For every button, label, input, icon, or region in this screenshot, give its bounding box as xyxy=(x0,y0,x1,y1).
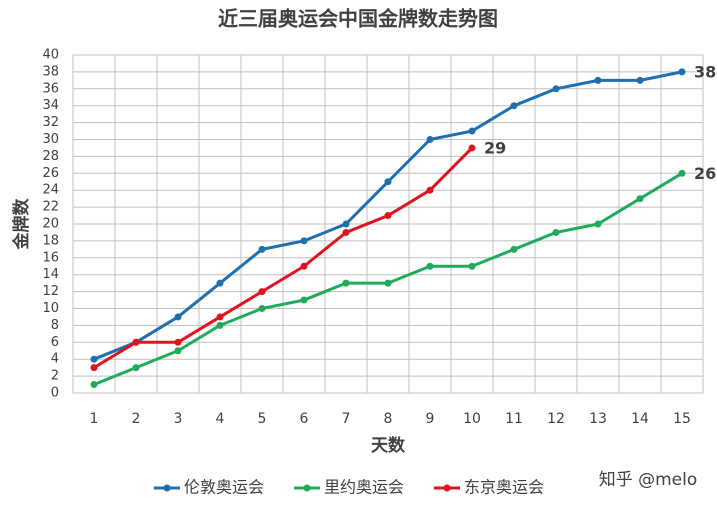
data-point xyxy=(510,102,518,110)
data-point xyxy=(174,347,182,355)
data-point xyxy=(216,321,224,329)
watermark: 知乎 @melo xyxy=(599,470,698,490)
data-point xyxy=(510,245,518,253)
data-point xyxy=(636,76,644,84)
y-tick-label: 26 xyxy=(42,166,59,181)
data-point xyxy=(300,296,308,304)
data-point xyxy=(132,338,140,346)
data-point xyxy=(216,279,224,287)
y-tick-label: 4 xyxy=(51,352,59,367)
series-line xyxy=(93,146,474,369)
x-tick-label: 14 xyxy=(631,411,649,427)
y-tick-label: 28 xyxy=(42,149,59,164)
data-point xyxy=(90,355,98,363)
data-point xyxy=(342,220,350,228)
y-tick-label: 14 xyxy=(42,267,59,282)
y-tick-label: 20 xyxy=(42,217,59,232)
data-label: 38 xyxy=(694,62,716,81)
data-point xyxy=(426,262,434,270)
data-point xyxy=(552,85,560,93)
data-point xyxy=(342,279,350,287)
x-tick-label: 4 xyxy=(216,411,225,427)
data-point xyxy=(300,262,308,270)
data-label: 26 xyxy=(694,164,716,183)
data-point xyxy=(426,136,434,143)
data-point xyxy=(678,68,686,76)
x-tick-label: 3 xyxy=(174,411,183,427)
data-point xyxy=(342,228,350,236)
x-tick-label: 11 xyxy=(505,411,523,427)
y-tick-label: 8 xyxy=(51,318,59,333)
x-tick-label: 9 xyxy=(426,411,435,427)
data-point xyxy=(384,279,392,287)
y-tick-label: 0 xyxy=(51,386,59,401)
x-axis-label: 天数 xyxy=(371,435,406,456)
data-point xyxy=(90,364,98,372)
y-tick-label: 38 xyxy=(42,64,59,79)
data-point xyxy=(216,313,224,321)
y-tick-label: 34 xyxy=(42,98,59,113)
y-axis-label: 金牌数 xyxy=(11,198,32,251)
x-tick-label: 2 xyxy=(132,411,141,427)
data-point xyxy=(300,237,308,245)
data-point xyxy=(594,76,602,84)
x-tick-label: 1 xyxy=(90,411,99,427)
data-point xyxy=(258,245,266,253)
y-tick-label: 6 xyxy=(51,335,59,350)
x-tick-label: 12 xyxy=(547,411,565,427)
data-point xyxy=(174,338,182,346)
data-point xyxy=(426,186,434,194)
y-tick-label: 12 xyxy=(42,284,59,299)
data-point xyxy=(90,381,98,389)
y-tick-label: 30 xyxy=(42,132,59,147)
data-point xyxy=(594,220,602,228)
data-label: 29 xyxy=(484,138,506,157)
series-line xyxy=(93,172,683,386)
chart-title: 近三届奥运会中国金牌数走势图 xyxy=(218,7,498,31)
y-tick-label: 24 xyxy=(42,183,59,198)
data-point xyxy=(384,212,392,220)
data-point xyxy=(468,127,476,135)
legend-marker xyxy=(163,484,171,492)
y-tick-label: 2 xyxy=(51,369,59,384)
legend-marker xyxy=(443,484,451,492)
x-tick-label: 6 xyxy=(300,411,309,427)
data-point xyxy=(678,169,686,177)
y-tick-label: 22 xyxy=(42,200,59,215)
x-tick-label: 5 xyxy=(258,411,267,427)
data-point xyxy=(132,364,140,372)
x-tick-label: 8 xyxy=(384,411,393,427)
data-point xyxy=(636,195,644,203)
data-point xyxy=(258,288,266,296)
legend-label: 伦敦奥运会 xyxy=(184,478,264,497)
legend-label: 东京奥运会 xyxy=(464,478,544,497)
x-tick-label: 7 xyxy=(342,411,351,427)
y-tick-label: 32 xyxy=(42,115,59,130)
y-tick-label: 16 xyxy=(42,250,59,265)
y-tick-label: 18 xyxy=(42,233,59,248)
x-tick-label: 13 xyxy=(589,411,607,427)
data-point xyxy=(174,313,182,321)
x-tick-label: 15 xyxy=(673,411,691,427)
y-tick-label: 36 xyxy=(42,81,59,96)
data-point xyxy=(258,305,266,312)
data-point xyxy=(384,178,392,186)
y-tick-label: 40 xyxy=(42,48,59,63)
x-tick-label: 10 xyxy=(463,411,481,427)
legend-marker xyxy=(303,484,311,492)
legend-label: 里约奥运会 xyxy=(324,478,404,497)
y-tick-label: 10 xyxy=(42,301,59,316)
data-point xyxy=(552,228,560,236)
data-point xyxy=(468,144,476,152)
data-point xyxy=(468,262,476,270)
